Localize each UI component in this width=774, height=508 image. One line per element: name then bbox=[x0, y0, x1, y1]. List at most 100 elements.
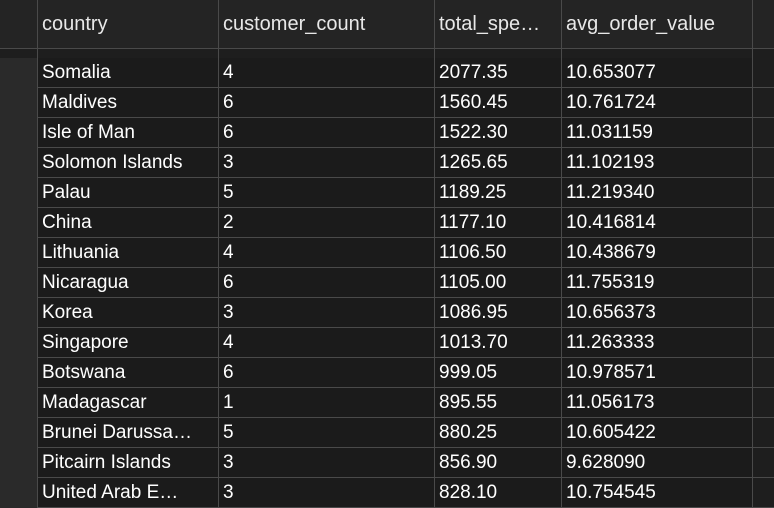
cell-customer-count[interactable]: 3 bbox=[219, 478, 434, 508]
cell-country[interactable]: Korea bbox=[38, 298, 218, 328]
row-header[interactable] bbox=[0, 178, 37, 209]
cell-customer-count[interactable]: 2 bbox=[219, 208, 434, 238]
cell-country[interactable]: Madagascar bbox=[38, 388, 218, 418]
cell-country[interactable]: United Arab E… bbox=[38, 478, 218, 508]
cell-avg-order-value[interactable]: 11.755319 bbox=[562, 268, 752, 298]
cell-total-spent[interactable]: 1177.10 bbox=[435, 208, 561, 238]
cell-avg-order-value[interactable]: 10.416814 bbox=[562, 208, 752, 238]
row-header[interactable] bbox=[0, 148, 37, 179]
column-divider[interactable] bbox=[218, 0, 219, 508]
table-row[interactable]: Solomon Islands 3 1265.65 11.102193 bbox=[0, 148, 774, 179]
cell-customer-count[interactable]: 6 bbox=[219, 118, 434, 148]
cell-total-spent[interactable]: 1086.95 bbox=[435, 298, 561, 328]
cell-country[interactable]: Brunei Darussa… bbox=[38, 418, 218, 448]
cell-country[interactable]: Palau bbox=[38, 178, 218, 208]
row-header[interactable] bbox=[0, 268, 37, 299]
cell-country[interactable]: Lithuania bbox=[38, 238, 218, 268]
cell-customer-count[interactable]: 4 bbox=[219, 238, 434, 268]
cell-customer-count[interactable]: 3 bbox=[219, 148, 434, 178]
cell-total-spent[interactable]: 1105.00 bbox=[435, 268, 561, 298]
cell-customer-count[interactable]: 5 bbox=[219, 418, 434, 448]
row-header[interactable] bbox=[0, 118, 37, 149]
cell-filler bbox=[753, 268, 774, 298]
cell-total-spent[interactable]: 856.90 bbox=[435, 448, 561, 478]
cell-customer-count[interactable]: 6 bbox=[219, 358, 434, 388]
table-row[interactable]: Botswana 6 999.05 10.978571 bbox=[0, 358, 774, 389]
row-header[interactable] bbox=[0, 208, 37, 239]
row-header[interactable] bbox=[0, 358, 37, 389]
row-header[interactable] bbox=[0, 88, 37, 119]
cell-total-spent[interactable]: 880.25 bbox=[435, 418, 561, 448]
cell-customer-count[interactable]: 4 bbox=[219, 328, 434, 358]
cell-customer-count[interactable]: 4 bbox=[219, 58, 434, 88]
row-header[interactable] bbox=[0, 298, 37, 329]
cell-country[interactable]: Pitcairn Islands bbox=[38, 448, 218, 478]
cell-customer-count[interactable]: 3 bbox=[219, 298, 434, 328]
row-header[interactable] bbox=[0, 238, 37, 269]
column-divider[interactable] bbox=[752, 0, 753, 508]
cell-avg-order-value[interactable]: 11.219340 bbox=[562, 178, 752, 208]
cell-avg-order-value[interactable]: 10.656373 bbox=[562, 298, 752, 328]
cell-total-spent[interactable]: 999.05 bbox=[435, 358, 561, 388]
cell-total-spent[interactable]: 1265.65 bbox=[435, 148, 561, 178]
table-row[interactable]: Isle of Man 6 1522.30 11.031159 bbox=[0, 118, 774, 149]
cell-total-spent[interactable]: 895.55 bbox=[435, 388, 561, 418]
column-header-total-spent[interactable]: total_spe… bbox=[439, 13, 541, 35]
cell-country[interactable]: Solomon Islands bbox=[38, 148, 218, 178]
cell-country[interactable]: Singapore bbox=[38, 328, 218, 358]
column-header-avg-order-value[interactable]: avg_order_value bbox=[566, 13, 715, 35]
cell-country[interactable]: Botswana bbox=[38, 358, 218, 388]
cell-country[interactable]: Somalia bbox=[38, 58, 218, 88]
row-header[interactable] bbox=[0, 418, 37, 449]
cell-total-spent[interactable]: 1560.45 bbox=[435, 88, 561, 118]
table-row[interactable]: United Arab E… 3 828.10 10.754545 bbox=[0, 478, 774, 508]
cell-avg-order-value[interactable]: 10.754545 bbox=[562, 478, 752, 508]
cell-avg-order-value[interactable]: 10.653077 bbox=[562, 58, 752, 88]
cell-avg-order-value[interactable]: 10.978571 bbox=[562, 358, 752, 388]
cell-avg-order-value[interactable]: 11.056173 bbox=[562, 388, 752, 418]
row-header[interactable] bbox=[0, 388, 37, 419]
column-header-country[interactable]: country bbox=[42, 13, 108, 35]
table-row[interactable]: Lithuania 4 1106.50 10.438679 bbox=[0, 238, 774, 269]
table-row[interactable]: Brunei Darussa… 5 880.25 10.605422 bbox=[0, 418, 774, 449]
cell-total-spent[interactable]: 1522.30 bbox=[435, 118, 561, 148]
cell-total-spent[interactable]: 1013.70 bbox=[435, 328, 561, 358]
column-header-customer-count[interactable]: customer_count bbox=[223, 13, 366, 35]
table-row[interactable]: Nicaragua 6 1105.00 11.755319 bbox=[0, 268, 774, 299]
row-header[interactable] bbox=[0, 448, 37, 479]
table-row[interactable]: Somalia 4 2077.35 10.653077 bbox=[0, 58, 774, 89]
cell-total-spent[interactable]: 1106.50 bbox=[435, 238, 561, 268]
column-divider[interactable] bbox=[37, 0, 38, 508]
cell-customer-count[interactable]: 3 bbox=[219, 448, 434, 478]
cell-total-spent[interactable]: 2077.35 bbox=[435, 58, 561, 88]
cell-country[interactable]: China bbox=[38, 208, 218, 238]
column-divider[interactable] bbox=[434, 0, 435, 508]
row-header[interactable] bbox=[0, 328, 37, 359]
table-row[interactable]: Pitcairn Islands 3 856.90 9.628090 bbox=[0, 448, 774, 479]
cell-avg-order-value[interactable]: 10.438679 bbox=[562, 238, 752, 268]
table-row[interactable]: Maldives 6 1560.45 10.761724 bbox=[0, 88, 774, 119]
cell-country[interactable]: Maldives bbox=[38, 88, 218, 118]
cell-total-spent[interactable]: 828.10 bbox=[435, 478, 561, 508]
table-row[interactable]: Madagascar 1 895.55 11.056173 bbox=[0, 388, 774, 419]
cell-country[interactable]: Isle of Man bbox=[38, 118, 218, 148]
cell-customer-count[interactable]: 5 bbox=[219, 178, 434, 208]
cell-avg-order-value[interactable]: 11.102193 bbox=[562, 148, 752, 178]
row-header[interactable] bbox=[0, 478, 37, 508]
cell-avg-order-value[interactable]: 9.628090 bbox=[562, 448, 752, 478]
column-divider[interactable] bbox=[561, 0, 562, 508]
table-row[interactable]: Singapore 4 1013.70 11.263333 bbox=[0, 328, 774, 359]
table-row[interactable]: Korea 3 1086.95 10.656373 bbox=[0, 298, 774, 329]
cell-avg-order-value[interactable]: 11.263333 bbox=[562, 328, 752, 358]
cell-customer-count[interactable]: 1 bbox=[219, 388, 434, 418]
cell-total-spent[interactable]: 1189.25 bbox=[435, 178, 561, 208]
cell-avg-order-value[interactable]: 11.031159 bbox=[562, 118, 752, 148]
cell-customer-count[interactable]: 6 bbox=[219, 268, 434, 298]
cell-customer-count[interactable]: 6 bbox=[219, 88, 434, 118]
row-header[interactable] bbox=[0, 58, 37, 89]
cell-country[interactable]: Nicaragua bbox=[38, 268, 218, 298]
cell-avg-order-value[interactable]: 10.761724 bbox=[562, 88, 752, 118]
table-row[interactable]: Palau 5 1189.25 11.219340 bbox=[0, 178, 774, 209]
table-row[interactable]: China 2 1177.10 10.416814 bbox=[0, 208, 774, 239]
cell-avg-order-value[interactable]: 10.605422 bbox=[562, 418, 752, 448]
